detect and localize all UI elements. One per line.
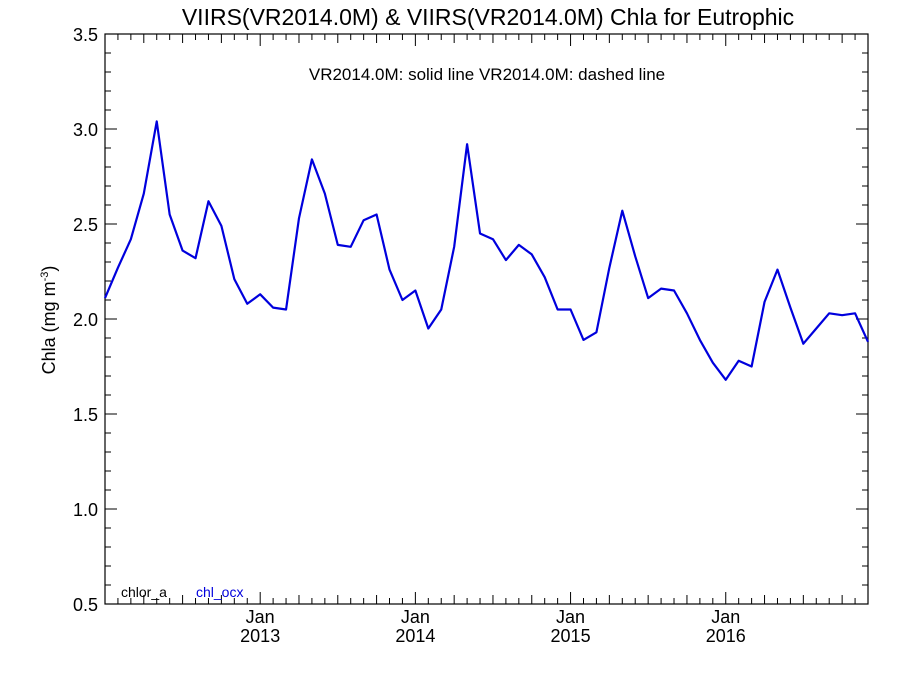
chart-annotation: VR2014.0M: solid line VR2014.0M: dashed …	[309, 65, 665, 84]
y-axis-label-superscript: -3	[39, 272, 51, 282]
y-tick-label: 3.0	[73, 120, 98, 140]
y-tick-label: 2.5	[73, 215, 98, 235]
x-tick-label-month: Jan	[246, 607, 275, 627]
series-layer	[103, 120, 870, 381]
x-tick-label-year: 2016	[706, 626, 746, 646]
y-axis-label: Chla (mg m-3)	[39, 266, 59, 375]
y-axis: 0.5 1.0 1.5 2.0 2.5 3.0 3.5	[73, 25, 868, 615]
plot-frame	[104, 33, 869, 605]
legend-entry-chl-ocx: chl_ocx	[196, 584, 243, 600]
x-tick-label-year: 2015	[551, 626, 591, 646]
x-tick-label-month: Jan	[401, 607, 430, 627]
chart-title: VIIRS(VR2014.0M) & VIIRS(VR2014.0M) Chla…	[182, 4, 794, 30]
x-tick-label-month: Jan	[556, 607, 585, 627]
y-tick-label: 1.0	[73, 500, 98, 520]
y-tick-label: 2.0	[73, 310, 98, 330]
y-axis-label-close: )	[39, 266, 59, 272]
legend-entry-chlor-a: chlor_a	[121, 584, 167, 600]
y-tick-label: 0.5	[73, 595, 98, 615]
y-axis-label-text: Chla (mg m	[39, 281, 59, 374]
x-tick-label-year: 2014	[395, 626, 435, 646]
x-tick-label-month: Jan	[711, 607, 740, 627]
x-tick-label-year: 2013	[240, 626, 280, 646]
y-tick-label: 3.5	[73, 25, 98, 45]
y-tick-label: 1.5	[73, 405, 98, 425]
series-line-0	[103, 120, 870, 381]
